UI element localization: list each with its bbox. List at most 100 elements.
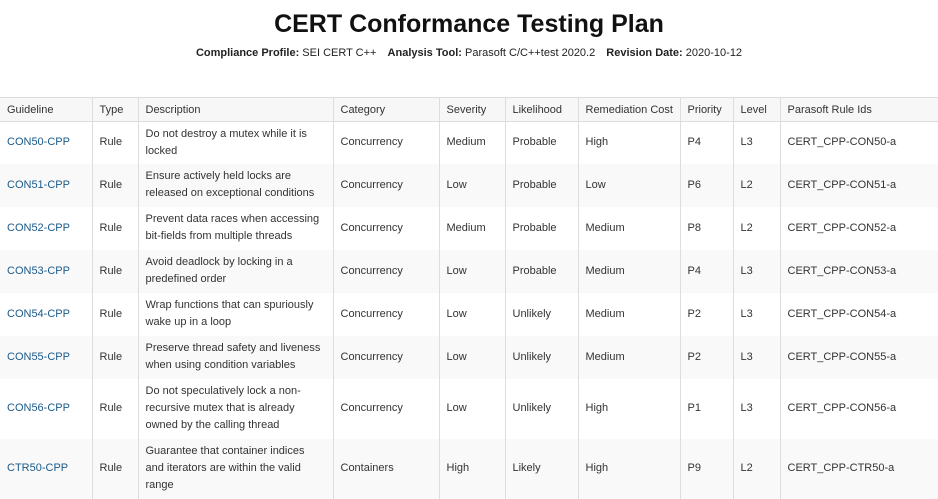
cell-severity: Low bbox=[438, 335, 505, 379]
cell-guideline: CON53-CPP bbox=[0, 249, 92, 293]
cell-likelihood: Unlikely bbox=[504, 292, 578, 336]
cell-remediation-cost: Low bbox=[577, 163, 680, 207]
page-title: CERT Conformance Testing Plan bbox=[274, 10, 664, 38]
cell-parasoft-rule-ids: CERT_CPP-CON53-a bbox=[779, 249, 938, 293]
cell-remediation-cost: High bbox=[577, 378, 680, 439]
cell-type: Rule bbox=[91, 121, 138, 164]
cell-severity: Low bbox=[438, 249, 505, 293]
cell-severity: Medium bbox=[438, 121, 505, 164]
cell-category: Concurrency bbox=[332, 163, 439, 207]
analysis-tool-value: Parasoft C/C++test 2020.2 bbox=[464, 47, 596, 59]
revision-date: Revision Date: 2020-10-12 bbox=[606, 47, 742, 59]
table-row: CON52-CPP Rule Prevent data races when acc… bbox=[0, 206, 938, 250]
cell-likelihood: Probable bbox=[504, 206, 578, 250]
cell-guideline: CON50-CPP bbox=[0, 122, 92, 164]
cell-category: Concurrency bbox=[332, 249, 439, 293]
compliance-profile-label: Compliance Profile: bbox=[195, 47, 300, 59]
column-header-category[interactable]: Category bbox=[332, 97, 439, 122]
cell-severity: High bbox=[438, 438, 505, 499]
cell-type: Rule bbox=[91, 378, 138, 439]
cell-priority: P4 bbox=[679, 121, 733, 164]
cell-guideline: CON52-CPP bbox=[0, 207, 92, 250]
cell-priority: P4 bbox=[679, 249, 733, 293]
cell-priority: P6 bbox=[679, 163, 733, 207]
cell-category: Concurrency bbox=[332, 378, 439, 439]
cell-level: L3 bbox=[732, 121, 780, 164]
cell-parasoft-rule-ids: CERT_CPP-CON51-a bbox=[779, 163, 938, 207]
cell-type: Rule bbox=[91, 249, 138, 293]
cell-level: L3 bbox=[732, 335, 780, 379]
cell-description: Avoid deadlock by locking in a predefine… bbox=[137, 249, 333, 293]
cell-type: Rule bbox=[91, 163, 138, 207]
cell-guideline: CON51-CPP bbox=[0, 163, 92, 207]
guideline-link[interactable]: CON54-CPP bbox=[7, 307, 70, 320]
cell-likelihood: Probable bbox=[504, 163, 578, 207]
cell-description: Guarantee that container indices and ite… bbox=[137, 438, 333, 499]
table-row: CON50-CPP Rule Do not destroy a mutex whil… bbox=[0, 121, 938, 164]
guideline-link[interactable]: CON51-CPP bbox=[7, 178, 70, 191]
guideline-link[interactable]: CON55-CPP bbox=[7, 350, 70, 363]
column-header-priority[interactable]: Priority bbox=[679, 97, 733, 122]
column-header-parasoft-rule-ids[interactable]: Parasoft Rule Ids bbox=[779, 97, 938, 122]
cell-likelihood: Probable bbox=[504, 121, 578, 164]
cell-priority: P2 bbox=[679, 292, 733, 336]
cell-parasoft-rule-ids: CERT_CPP-CON54-a bbox=[779, 292, 938, 336]
cell-category: Concurrency bbox=[332, 292, 439, 336]
cell-guideline: CON55-CPP bbox=[0, 335, 92, 379]
cell-parasoft-rule-ids: CERT_CPP-CON55-a bbox=[779, 335, 938, 379]
cell-parasoft-rule-ids: CERT_CPP-CON50-a bbox=[779, 121, 938, 164]
column-header-guideline[interactable]: Guideline bbox=[0, 97, 92, 122]
cell-severity: Medium bbox=[438, 206, 505, 250]
guideline-link[interactable]: CON52-CPP bbox=[7, 221, 70, 234]
column-header-remediation-cost[interactable]: Remediation Cost bbox=[577, 97, 680, 122]
revision-date-value: 2020-10-12 bbox=[685, 47, 743, 59]
cell-remediation-cost: Medium bbox=[577, 249, 680, 293]
column-header-type[interactable]: Type bbox=[91, 97, 138, 122]
table-row: CON53-CPP Rule Avoid deadlock by locking i… bbox=[0, 249, 938, 293]
cell-level: L3 bbox=[732, 292, 780, 336]
guideline-link[interactable]: CON53-CPP bbox=[7, 264, 70, 277]
cell-remediation-cost: Medium bbox=[577, 206, 680, 250]
cell-remediation-cost: Medium bbox=[577, 335, 680, 379]
guidelines-table: Guideline Type Description Category Seve… bbox=[0, 97, 938, 499]
compliance-profile: Compliance Profile: SEI CERT C++ bbox=[196, 47, 377, 59]
column-header-level[interactable]: Level bbox=[732, 97, 780, 122]
cell-level: L3 bbox=[732, 249, 780, 293]
cell-description: Prevent data races when accessing bit-fi… bbox=[137, 206, 333, 250]
cell-remediation-cost: High bbox=[577, 121, 680, 164]
cell-remediation-cost: High bbox=[577, 438, 680, 499]
cell-guideline: CTR50-CPP bbox=[0, 438, 92, 499]
cell-level: L2 bbox=[732, 438, 780, 499]
cell-description: Do not destroy a mutex while it is locke… bbox=[137, 121, 333, 164]
analysis-tool: Analysis Tool: Parasoft C/C++test 2020.2 bbox=[388, 47, 596, 59]
cell-category: Concurrency bbox=[332, 121, 439, 164]
column-header-likelihood[interactable]: Likelihood bbox=[504, 97, 578, 122]
cell-guideline: CON56-CPP bbox=[0, 379, 92, 439]
guideline-link[interactable]: CON50-CPP bbox=[7, 136, 70, 149]
table-row: CON55-CPP Rule Preserve thread safety and … bbox=[0, 335, 938, 379]
guideline-link[interactable]: CTR50-CPP bbox=[7, 462, 69, 474]
cell-type: Rule bbox=[91, 335, 138, 379]
cell-description: Ensure actively held locks are released … bbox=[137, 163, 333, 207]
cell-severity: Low bbox=[438, 292, 505, 336]
table-row: CON51-CPP Rule Ensure actively held locks … bbox=[0, 163, 938, 207]
cell-type: Rule bbox=[91, 438, 138, 499]
guideline-link[interactable]: CON56-CPP bbox=[7, 402, 70, 414]
cell-description: Wrap functions that can spuriously wake … bbox=[137, 292, 333, 336]
table-header-row: Guideline Type Description Category Seve… bbox=[0, 97, 938, 122]
cell-parasoft-rule-ids: CERT_CPP-CON56-a bbox=[779, 378, 938, 439]
cell-severity: Low bbox=[438, 163, 505, 207]
cell-parasoft-rule-ids: CERT_CPP-CON52-a bbox=[779, 206, 938, 250]
column-header-description[interactable]: Description bbox=[137, 97, 333, 122]
revision-date-label: Revision Date: bbox=[606, 47, 683, 59]
cell-parasoft-rule-ids: CERT_CPP-CTR50-a bbox=[779, 438, 938, 499]
table-row: CON54-CPP Rule Wrap functions that can spu… bbox=[0, 292, 938, 336]
cell-type: Rule bbox=[91, 292, 138, 336]
cell-level: L3 bbox=[732, 378, 780, 439]
cell-likelihood: Unlikely bbox=[504, 335, 578, 379]
column-header-severity[interactable]: Severity bbox=[438, 97, 505, 122]
cell-priority: P1 bbox=[679, 378, 733, 439]
cell-category: Concurrency bbox=[332, 335, 439, 379]
cell-likelihood: Unlikely bbox=[504, 378, 578, 439]
cell-description: Preserve thread safety and liveness when… bbox=[137, 335, 333, 379]
